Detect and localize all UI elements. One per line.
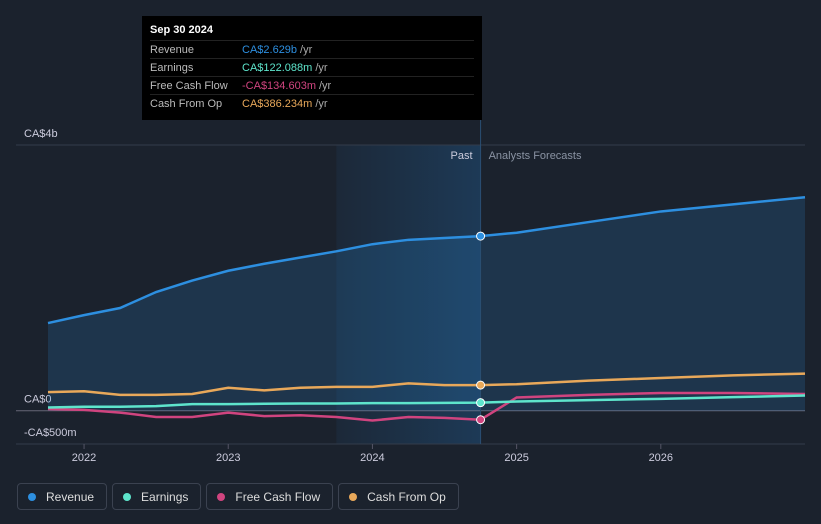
tooltip-unit: /yr <box>315 61 328 74</box>
tooltip-marker <box>476 415 486 425</box>
x-tick-label: 2024 <box>360 452 384 464</box>
forecast-label: Analysts Forecasts <box>489 150 582 162</box>
tooltip-unit: /yr <box>300 43 313 56</box>
legend-label: Cash From Op <box>367 489 446 504</box>
x-tick-label: 2025 <box>504 452 528 464</box>
tooltip-value: CA$386.234m <box>242 97 313 110</box>
tooltip-unit: /yr <box>315 97 328 110</box>
legend-swatch <box>217 492 226 501</box>
tooltip-row: Earnings CA$122.088m/yr <box>150 58 474 76</box>
legend: Revenue Earnings Free Cash Flow Cash From O… <box>17 483 459 510</box>
tooltip-row: Cash From Op CA$386.234m/yr <box>150 94 474 112</box>
y-tick-label: -CA$500m <box>24 427 77 439</box>
series-line <box>47 196 806 325</box>
series-line <box>47 391 806 422</box>
tooltip-value: CA$2.629b <box>242 43 298 56</box>
tooltip-label: Free Cash Flow <box>150 79 228 92</box>
legend-item[interactable]: Earnings <box>112 483 202 510</box>
y-tick-label: CA$4b <box>24 128 58 140</box>
revenue-area <box>48 197 805 411</box>
past-region <box>336 145 481 444</box>
tooltip-marker <box>476 380 486 390</box>
legend-item[interactable]: Revenue <box>17 483 108 510</box>
tooltip-label: Revenue <box>150 43 195 56</box>
legend-label: Revenue <box>46 489 95 504</box>
tooltip-row: Revenue CA$2.629b/yr <box>150 40 474 58</box>
tooltip: Sep 30 2024 Revenue CA$2.629b/yr Earnings C… <box>142 16 482 120</box>
legend-label: Earnings <box>141 489 189 504</box>
tooltip-value: -CA$134.603m <box>242 79 316 92</box>
past-label: Past <box>451 150 473 162</box>
x-tick-label: 2023 <box>216 452 240 464</box>
legend-swatch <box>123 492 132 501</box>
tooltip-label: Earnings <box>150 61 194 74</box>
tooltip-value: CA$122.088m <box>242 61 313 74</box>
legend-item[interactable]: Cash From Op <box>338 483 459 510</box>
series-line <box>47 394 806 409</box>
tooltip-unit: /yr <box>319 79 332 92</box>
tooltip-marker <box>476 398 486 408</box>
legend-item[interactable]: Free Cash Flow <box>206 483 334 510</box>
legend-swatch <box>349 492 358 501</box>
x-tick-label: 2022 <box>72 452 96 464</box>
series-line <box>47 372 806 397</box>
tooltip-date: Sep 30 2024 <box>150 24 213 36</box>
tooltip-row: Free Cash Flow -CA$134.603m/yr <box>150 76 474 94</box>
legend-swatch <box>28 492 36 501</box>
legend-label: Free Cash Flow <box>235 489 321 504</box>
tooltip-label: Cash From Op <box>150 97 223 110</box>
x-tick-label: 2026 <box>649 452 673 464</box>
tooltip-marker <box>476 231 486 241</box>
y-tick-label: CA$0 <box>24 394 52 406</box>
